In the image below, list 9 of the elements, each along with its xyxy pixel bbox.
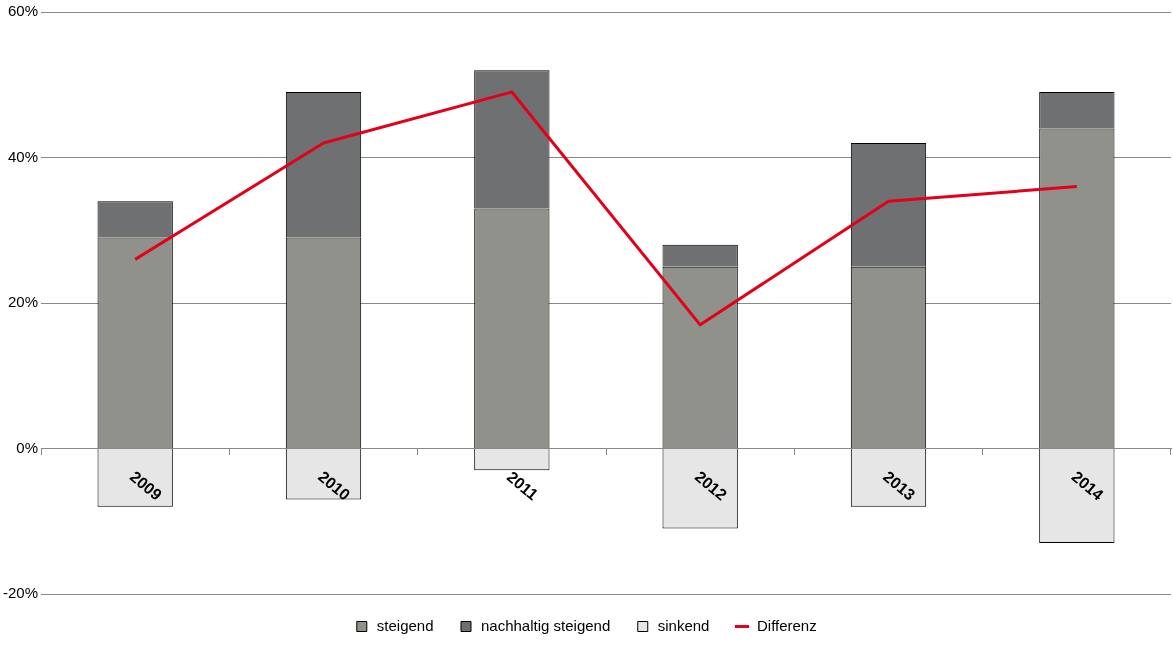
y-tick-label: 40% xyxy=(7,147,39,165)
y-tick-label: 0% xyxy=(16,438,39,456)
legend-label: nachhaltig steigend xyxy=(481,616,611,634)
legend-label: steigend xyxy=(376,616,434,634)
legend-label: sinkend xyxy=(657,616,710,634)
y-tick-label: 20% xyxy=(7,293,39,311)
legend-label: Differenz xyxy=(756,616,817,634)
y-tick-label: -20% xyxy=(2,584,39,602)
y-tick-label: 60% xyxy=(7,2,39,20)
